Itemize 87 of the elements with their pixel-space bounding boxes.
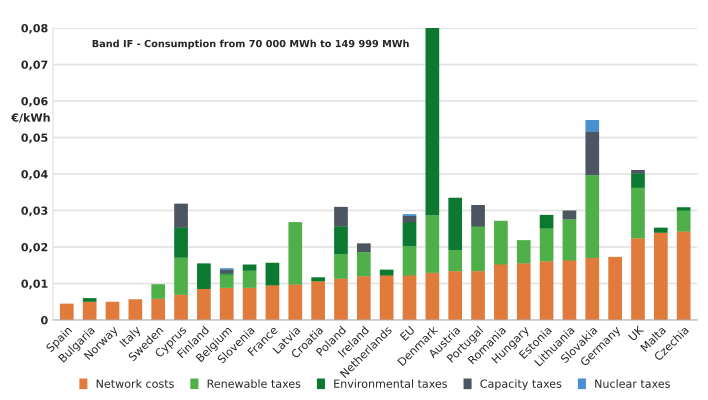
y-tick-label: 0,03 [21, 206, 48, 216]
bar [402, 275, 416, 320]
y-tick-label: 0,02 [21, 242, 48, 253]
bar [288, 284, 302, 320]
bar [516, 263, 531, 320]
legend-label: Renewable taxes [208, 379, 300, 388]
bar [471, 271, 485, 320]
bar [631, 188, 645, 238]
bar [174, 228, 188, 258]
bar [585, 175, 600, 258]
text: Band IF - Consumption from 70 000 MWh to 149 999 MWh [92, 40, 409, 50]
y-tick-label: 0,01 [21, 279, 48, 290]
bar [334, 206, 348, 226]
y-tick-label: 0,06 [21, 96, 48, 107]
bar [540, 261, 554, 320]
y-tick-label: 0 [41, 316, 48, 324]
bar [151, 284, 166, 299]
bar [608, 256, 622, 320]
bar [631, 170, 645, 174]
bar [585, 258, 600, 320]
bar [471, 226, 485, 272]
legend-label: Network costs [96, 379, 174, 388]
bar [540, 228, 554, 262]
bar [585, 120, 600, 132]
bar [676, 232, 691, 320]
bar [426, 272, 440, 320]
bar [356, 252, 371, 276]
bar [402, 246, 416, 276]
bar [631, 238, 645, 320]
bar [82, 298, 97, 302]
bar [128, 299, 142, 320]
bar [311, 277, 325, 282]
y-tick-label: 0,05 [21, 133, 48, 144]
y-axis-title: €/kWh [11, 113, 50, 123]
y-tick-label: 0,08 [21, 24, 48, 34]
bar [631, 174, 645, 188]
bar [380, 275, 394, 320]
bar [654, 228, 668, 233]
bar [242, 288, 256, 320]
legend-label: Environmental taxes [334, 379, 448, 388]
bar [334, 226, 348, 254]
bar [288, 222, 302, 285]
bar [585, 132, 600, 176]
bar [426, 215, 440, 273]
bar [174, 204, 188, 228]
bar [516, 240, 531, 264]
bar [380, 270, 394, 276]
bar [242, 264, 256, 271]
bar [448, 198, 462, 250]
bar [494, 264, 508, 320]
bar [60, 304, 74, 320]
legend-label: Nuclear taxes [595, 379, 670, 388]
bar [82, 302, 97, 320]
bar [311, 281, 325, 320]
bar [220, 270, 234, 274]
legend-label: Capacity taxes [480, 379, 562, 390]
bar [426, 28, 440, 216]
y-tick-label: 0,07 [21, 60, 48, 70]
bar [471, 205, 485, 227]
bar [356, 243, 371, 252]
bar [676, 207, 691, 210]
bar [448, 271, 462, 320]
bar [197, 288, 211, 320]
bar [220, 274, 234, 288]
bar [402, 222, 416, 246]
bar [266, 262, 280, 286]
bar [562, 219, 576, 261]
bar [540, 214, 554, 228]
bar [494, 220, 508, 265]
bar [562, 260, 576, 320]
bar [197, 263, 211, 289]
bar [106, 302, 120, 320]
bar [151, 298, 166, 320]
bar [174, 258, 188, 295]
bar [676, 210, 691, 232]
y-tick-label: 0,04 [21, 170, 48, 180]
bar [356, 276, 371, 320]
bar [242, 270, 256, 288]
bar [334, 278, 348, 320]
bar [448, 250, 462, 272]
bar [562, 210, 576, 220]
bar [266, 285, 280, 320]
bar [220, 288, 234, 320]
bar [402, 216, 416, 223]
bar [334, 254, 348, 279]
bar [654, 232, 668, 320]
bar [174, 294, 188, 320]
